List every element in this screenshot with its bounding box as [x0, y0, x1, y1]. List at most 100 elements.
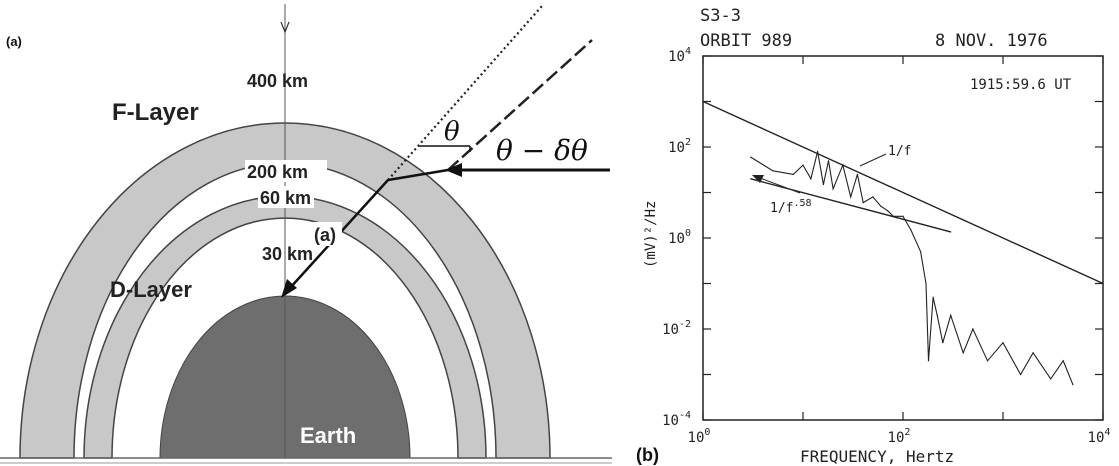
label-bg-200 [245, 160, 327, 182]
data-point [750, 178, 752, 180]
altitude-30-label: 30 km [262, 244, 313, 264]
x-tick-exp: 0 [704, 427, 710, 438]
x-tick-exp: 2 [904, 427, 910, 438]
vertical-axis-arrow [280, 21, 290, 34]
data-point [950, 314, 952, 316]
date-label: 8 NOV. 1976 [935, 31, 1048, 51]
f-layer-label: F-Layer [112, 99, 199, 126]
f-inverse-annotation: 1/f [888, 144, 911, 159]
data-point [872, 196, 874, 198]
data-point [962, 352, 964, 354]
orbit-label: ORBIT 989 [700, 31, 792, 51]
series-layer [702, 100, 1104, 386]
data-point [850, 196, 852, 198]
refracted-ray [387, 168, 449, 182]
plot-frame [702, 55, 1104, 421]
data-point [886, 210, 889, 212]
data-point [927, 360, 930, 362]
y-tick-label: 10-2 [662, 319, 691, 338]
x-tick-base: 10 [1088, 430, 1105, 446]
altitude-400-label: 400 km [247, 71, 308, 91]
horizontal-arrowhead [445, 163, 462, 177]
data-point [910, 229, 912, 231]
y-tick-base: 10 [668, 49, 685, 65]
data-point [972, 328, 974, 330]
data-point [817, 150, 819, 153]
data-point [792, 173, 794, 175]
x-tick-label: 102 [888, 427, 911, 446]
data-point [1072, 383, 1074, 386]
data-point [832, 188, 834, 190]
y-tick-label: 102 [668, 137, 691, 156]
data-point [862, 201, 864, 204]
d-layer-label: D-Layer [110, 277, 192, 302]
y-tick-label: 104 [668, 46, 691, 65]
y-tick-base: 10 [668, 140, 685, 156]
label-bg-inline [312, 222, 342, 246]
f-power-arrowhead [752, 175, 764, 183]
altitude-60-label: 60 km [260, 188, 311, 208]
data-point [842, 164, 844, 166]
earth-label: Earth [300, 423, 356, 448]
data-point [902, 215, 904, 217]
y-tick-label: 100 [668, 228, 691, 247]
x-axis-label: FREQUENCY, Hertz [800, 447, 954, 466]
altitude-200-label: 200 km [247, 162, 308, 182]
theta-minus-delta-label: θ − δθ [496, 134, 588, 167]
data-point [892, 215, 894, 217]
data-point [1002, 342, 1004, 344]
data-point [1050, 378, 1052, 380]
y-axis-ticks [703, 55, 1103, 421]
downward-arrowhead [281, 279, 297, 298]
x-tick-base: 10 [688, 430, 705, 446]
data-point [1062, 360, 1064, 362]
x-tick-base: 10 [888, 430, 905, 446]
y-tick-base: 10 [662, 413, 679, 429]
x-tick-label: 104 [1088, 427, 1111, 446]
f-layer-band [19, 122, 551, 459]
y-tick-label: 10-4 [662, 410, 691, 429]
x-axis-ticks [702, 56, 1104, 420]
data-point [920, 251, 922, 253]
y-tick-base: 10 [662, 322, 679, 338]
measured-spectrum-line [750, 151, 1074, 385]
data-point [702, 100, 704, 103]
f-power-annotation: 1/f.58 [770, 198, 812, 216]
f-power-base: 1/f [770, 201, 793, 216]
y-tick-exp: 2 [685, 137, 691, 148]
theta-label: θ [444, 117, 460, 147]
satellite-label: S3-3 [700, 6, 741, 26]
data-point [856, 173, 859, 175]
data-point [827, 160, 830, 162]
ionosphere-diagram: (a) F-Layer D-Layer 400 km 200 km 60 km … [0, 4, 612, 464]
inline-a-label: (a) [314, 225, 336, 245]
data-point [1102, 282, 1104, 285]
y-tick-base: 10 [668, 231, 685, 247]
data-point [986, 360, 989, 362]
data-point [772, 170, 774, 172]
f-power-pointer [759, 177, 801, 194]
y-tick-exp: 4 [685, 46, 691, 57]
dotted-ray [387, 5, 543, 181]
y-tick-exp: -2 [679, 319, 691, 330]
data-point [1032, 352, 1034, 354]
data-point [950, 231, 952, 233]
data-point [942, 342, 944, 344]
time-label: 1915:59.6 UT [970, 77, 1072, 93]
y-axis-label: (mV)²/Hz [643, 201, 659, 268]
panel-b-label: (b) [636, 445, 659, 465]
label-bg-60 [258, 186, 314, 208]
data-point [822, 183, 825, 186]
x-tick-labels: 100 102 104 [688, 427, 1111, 446]
x-tick-exp: 4 [1104, 427, 1110, 438]
data-point [932, 296, 934, 298]
spectrum-plot: S3-3 ORBIT 989 8 NOV. 1976 10410210010-2… [636, 6, 1110, 466]
y-tick-exp: -4 [679, 410, 691, 421]
f-power-exponent: .58 [793, 198, 811, 209]
data-point [1020, 373, 1022, 376]
f-power-line [750, 178, 951, 233]
f-inverse-pointer [859, 153, 887, 167]
y-tick-exp: 0 [685, 228, 691, 239]
data-point [925, 282, 927, 285]
